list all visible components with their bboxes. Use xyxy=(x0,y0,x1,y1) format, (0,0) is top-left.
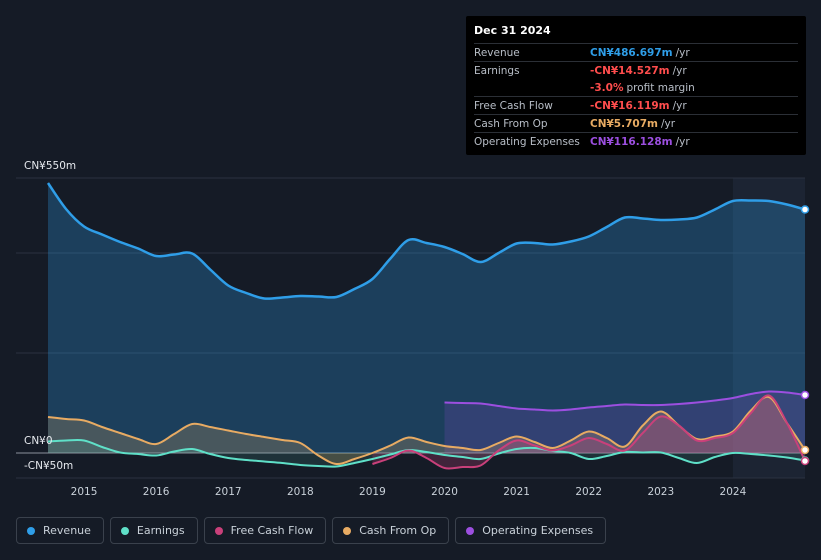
end-marker-fcf xyxy=(800,456,810,466)
tooltip-value-opex: CN¥116.128m xyxy=(590,135,673,148)
tooltip-unit-opex: /yr xyxy=(675,135,690,148)
legend-dot-opex xyxy=(466,526,475,535)
tooltip-row-margin: -3.0% profit margin xyxy=(474,79,798,97)
series-areas xyxy=(48,183,805,469)
end-marker-revenue xyxy=(800,205,810,214)
tooltip-row-revenue: Revenue CN¥486.697m /yr xyxy=(474,44,798,62)
tooltip-value-cfo: CN¥5.707m xyxy=(590,117,658,130)
tooltip-label-cfo: Cash From Op xyxy=(474,117,548,130)
tooltip-date: Dec 31 2024 xyxy=(474,24,798,44)
tooltip-label-fcf: Free Cash Flow xyxy=(474,99,553,112)
tooltip-unit-cfo: /yr xyxy=(660,117,676,130)
legend-dot-cfo xyxy=(343,526,352,535)
x-tick-label-2022: 2022 xyxy=(575,486,602,498)
line-opex xyxy=(444,390,806,412)
tooltip-row-cfo: Cash From Op CN¥5.707m /yr xyxy=(474,115,798,133)
x-tick-label-2019: 2019 xyxy=(359,486,386,498)
tooltip-label-opex: Operating Expenses xyxy=(474,135,580,148)
x-tick-label-2016: 2016 xyxy=(143,486,170,498)
tooltip-row-opex: Operating Expenses CN¥116.128m /yr xyxy=(474,133,798,150)
series-end-markers xyxy=(800,205,810,466)
y-axis-labels: CN¥550m CN¥0 -CN¥50m xyxy=(24,160,76,472)
line-revenue xyxy=(46,182,806,300)
legend-item-revenue[interactable]: Revenue xyxy=(16,517,104,544)
x-axis-labels: 2015 2016 2017 2018 2019 2020 2021 2022 2023 2024 xyxy=(71,486,747,498)
end-marker-opex xyxy=(800,390,810,400)
legend-label-opex: Operating Expenses xyxy=(482,524,594,537)
tooltip-unit-revenue: /yr xyxy=(675,46,690,59)
tooltip-text-margin: profit margin xyxy=(626,81,695,94)
legend-item-fcf[interactable]: Free Cash Flow xyxy=(203,517,327,544)
legend-dot-fcf xyxy=(214,526,223,535)
x-tick-label-2023: 2023 xyxy=(647,486,674,498)
legend-label-revenue: Revenue xyxy=(43,524,91,537)
tooltip-unit-earnings: /yr xyxy=(672,64,687,77)
x-tick-label-2020: 2020 xyxy=(431,486,458,498)
tooltip-unit-fcf: /yr xyxy=(672,99,687,112)
x-tick-label-2024: 2024 xyxy=(720,486,747,498)
legend-label-fcf: Free Cash Flow xyxy=(230,524,314,537)
end-marker-cfo xyxy=(800,445,810,455)
area-cfo xyxy=(48,396,805,465)
series-lines xyxy=(46,182,806,470)
legend-item-cfo[interactable]: Cash From Op xyxy=(332,517,450,544)
x-tick-label-2017: 2017 xyxy=(215,486,242,498)
tooltip-value-earnings: -CN¥14.527m xyxy=(590,64,670,77)
legend-item-opex[interactable]: Operating Expenses xyxy=(455,517,607,544)
y-tick-label: CN¥550m xyxy=(24,160,76,172)
tooltip-value-revenue: CN¥486.697m xyxy=(590,46,673,59)
x-tick-label-2015: 2015 xyxy=(71,486,98,498)
area-revenue xyxy=(48,183,805,453)
x-tick-label-2021: 2021 xyxy=(503,486,530,498)
tooltip-label-earnings: Earnings xyxy=(474,64,520,77)
legend-label-cfo: Cash From Op xyxy=(359,524,437,537)
tooltip-value-fcf: -CN¥16.119m xyxy=(590,99,670,112)
legend-dot-revenue xyxy=(27,526,35,535)
x-tick-label-2018: 2018 xyxy=(287,486,314,498)
legend-item-earnings[interactable]: Earnings xyxy=(109,517,198,544)
tooltip-label-revenue: Revenue xyxy=(474,46,520,59)
legend-dot-earnings xyxy=(120,526,129,535)
area-fcf xyxy=(372,395,805,469)
y-tick-label: CN¥0 xyxy=(24,435,53,447)
line-earnings xyxy=(47,438,806,468)
tooltip-row-earnings: Earnings -CN¥14.527m /yr xyxy=(474,62,798,79)
y-tick-label: -CN¥50m xyxy=(24,460,73,472)
line-fcf xyxy=(372,394,806,470)
tooltip-value-margin: -3.0% xyxy=(590,81,624,94)
forecast-highlight-band xyxy=(732,178,805,478)
legend-label-earnings: Earnings xyxy=(136,524,185,537)
data-tooltip: Dec 31 2024 Revenue CN¥486.697m /yr Earn… xyxy=(466,16,806,155)
chart-legend: Revenue Earnings Free Cash Flow Cash Fro… xyxy=(16,517,607,544)
tooltip-row-fcf: Free Cash Flow -CN¥16.119m /yr xyxy=(474,97,798,115)
